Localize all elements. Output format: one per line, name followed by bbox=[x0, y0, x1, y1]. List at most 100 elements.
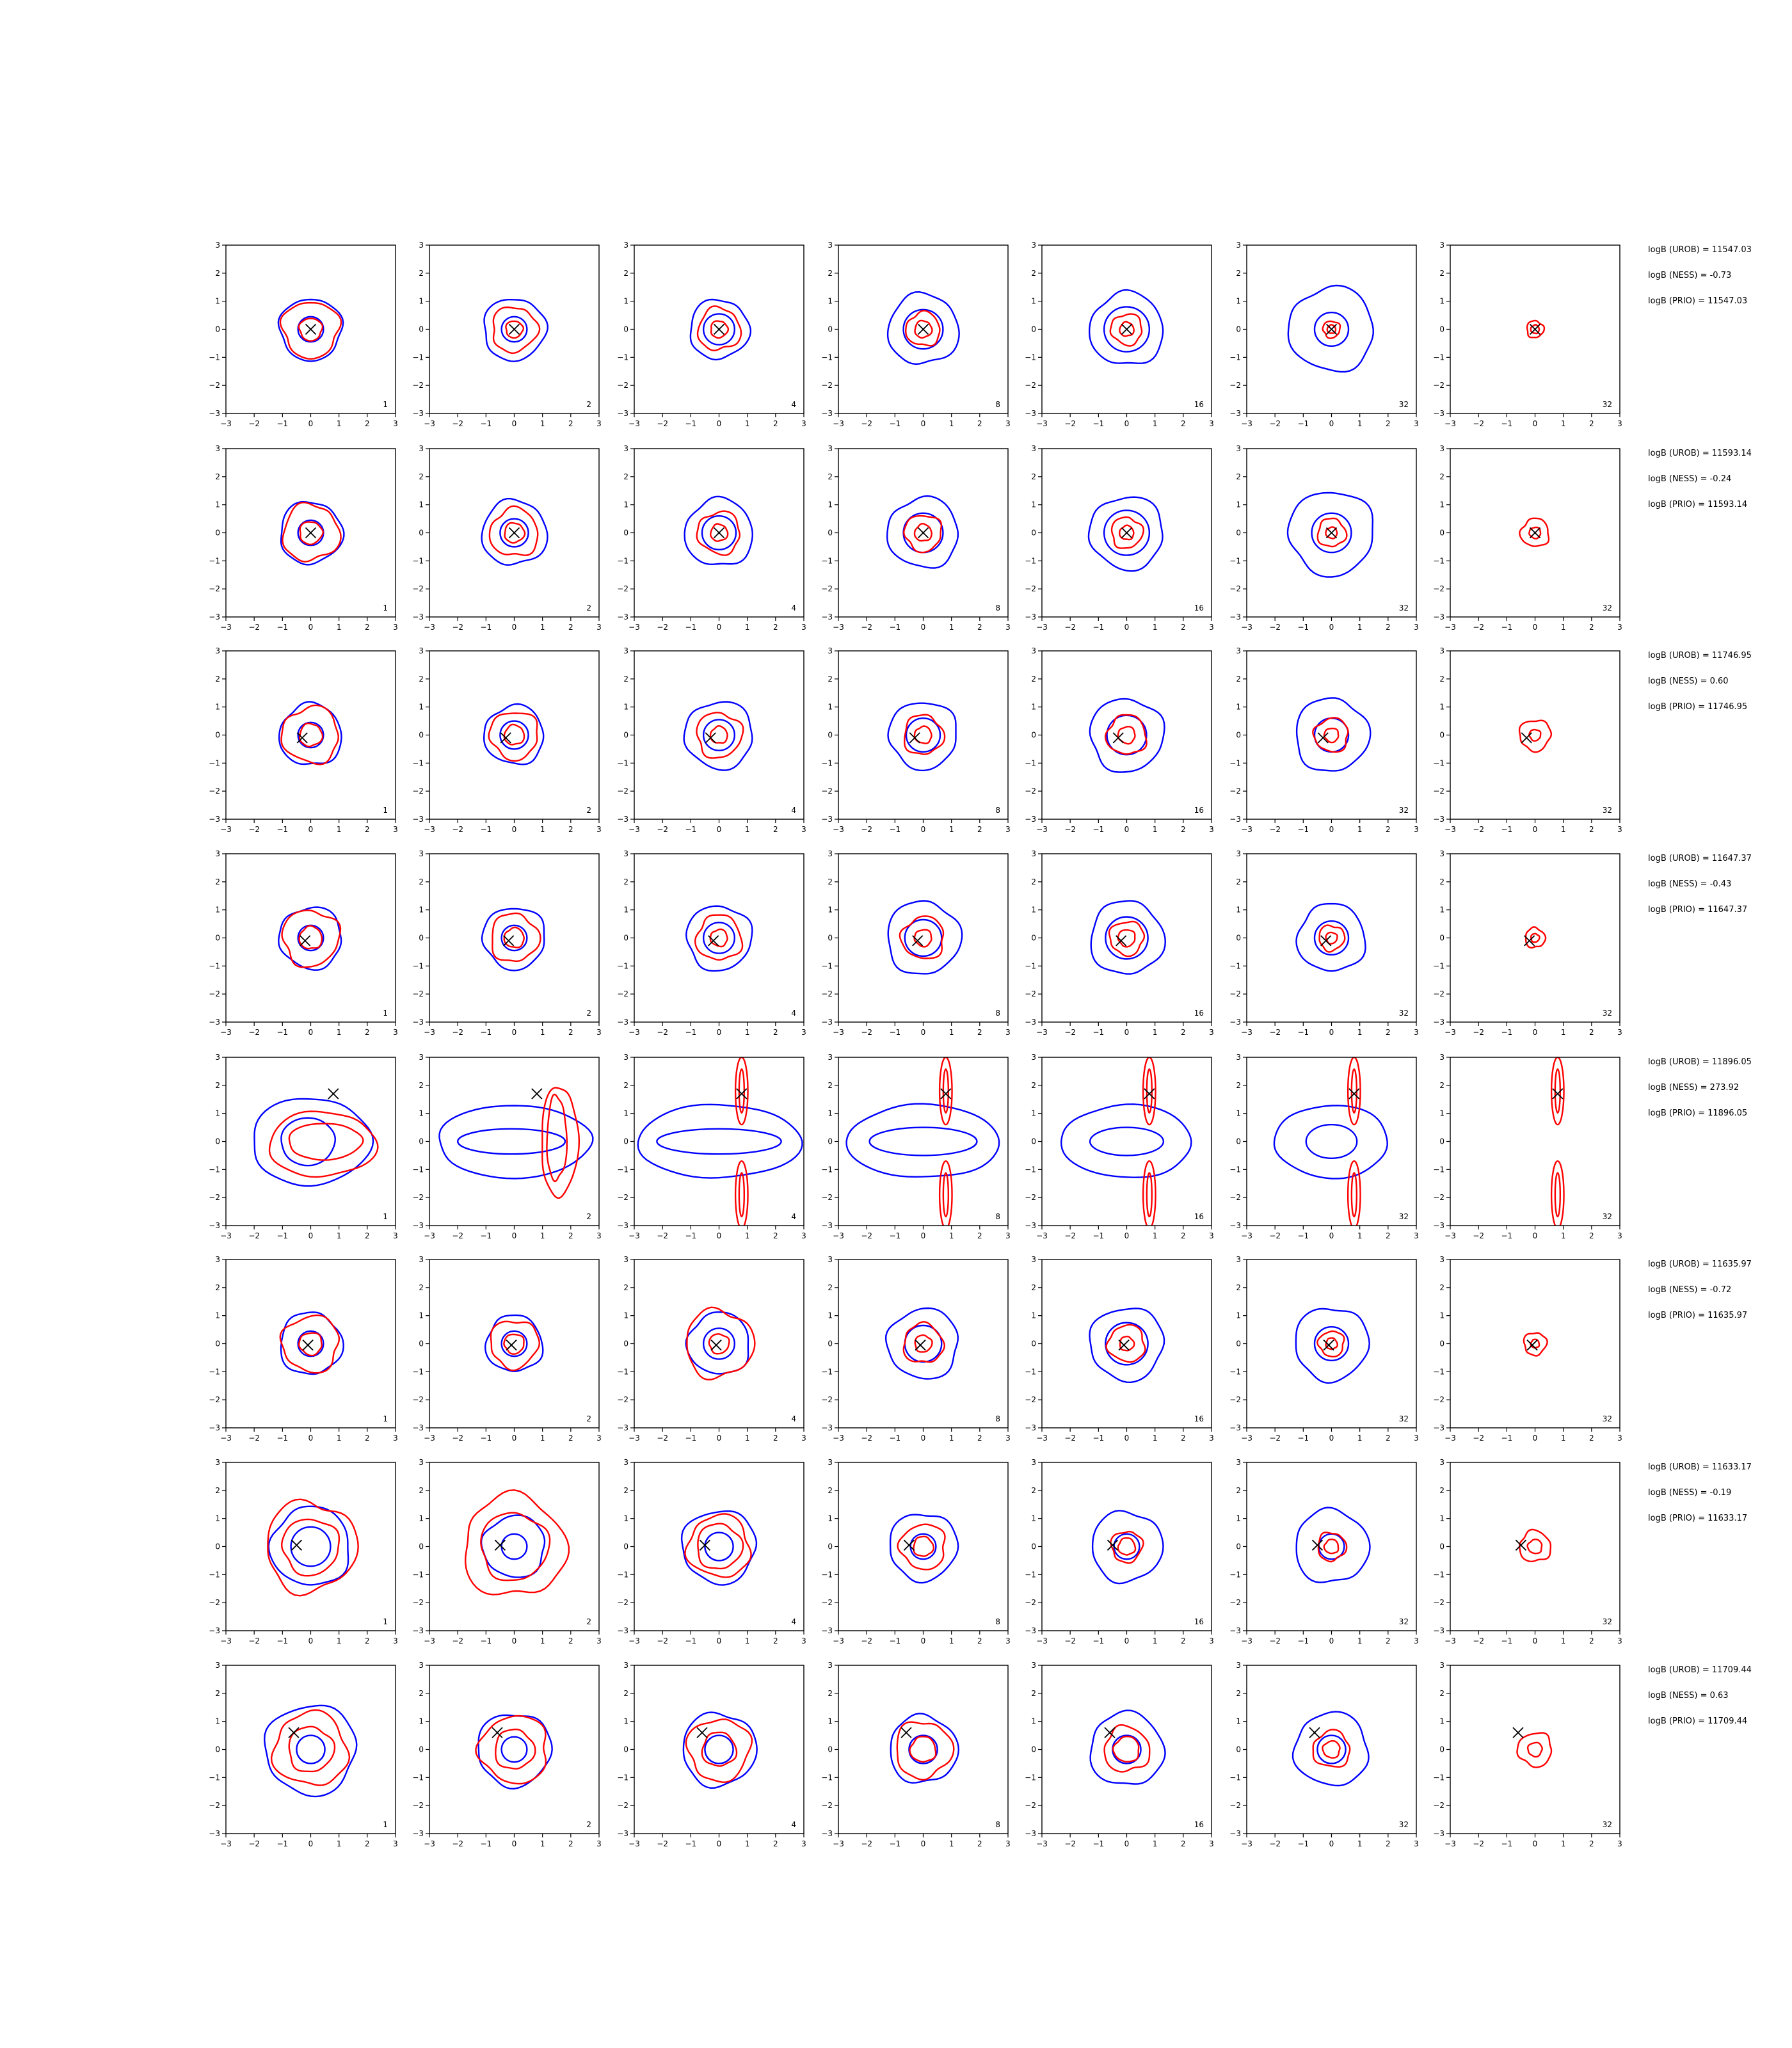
true-value-marker bbox=[1112, 732, 1124, 744]
logb-ness-label: logB (NESS) = -0.72 bbox=[1648, 1285, 1732, 1295]
x-tick-label: 2 bbox=[568, 825, 573, 834]
y-tick-label: 1 bbox=[215, 500, 220, 509]
red-contour-inner bbox=[708, 1333, 730, 1355]
x-tick-label: 1 bbox=[1561, 825, 1566, 834]
red-contour-inner bbox=[288, 1123, 364, 1161]
y-tick-label: −1 bbox=[209, 1570, 220, 1579]
x-tick-label: 2 bbox=[1181, 1839, 1186, 1848]
x-tick-label: −2 bbox=[452, 623, 463, 632]
y-tick-label: 2 bbox=[828, 1081, 833, 1090]
y-tick-label: 0 bbox=[419, 934, 424, 943]
y-tick-label: 1 bbox=[623, 1109, 628, 1118]
y-tick-label: 0 bbox=[1031, 934, 1036, 943]
y-tick-label: −3 bbox=[1433, 1423, 1444, 1432]
blue-contour-outer bbox=[1295, 1507, 1371, 1583]
x-tick-label: 1 bbox=[1153, 1028, 1158, 1037]
y-tick-label: 1 bbox=[623, 1514, 628, 1523]
y-tick-label: 0 bbox=[215, 934, 220, 943]
y-tick-label: 2 bbox=[1031, 1486, 1036, 1495]
x-tick-label: −3 bbox=[628, 623, 640, 632]
x-tick-label: −2 bbox=[861, 1839, 872, 1848]
y-tick-label: −1 bbox=[1433, 1773, 1444, 1782]
y-tick-label: 3 bbox=[419, 849, 424, 858]
panel-iteration-label: 8 bbox=[995, 604, 1000, 612]
red-contour-inner bbox=[281, 1518, 340, 1577]
x-tick-label: 0 bbox=[1124, 1434, 1130, 1443]
x-tick-label: 1 bbox=[1153, 1636, 1158, 1645]
x-tick-label: 2 bbox=[773, 1231, 778, 1240]
logb-urob-label: logB (UROB) = 11647.37 bbox=[1648, 854, 1752, 863]
y-tick-label: −3 bbox=[209, 612, 220, 621]
panel-r1-c2: −3−3 −2 −2 −1 −1 0 0 1 1 2 2 3 3 2 bbox=[412, 241, 602, 428]
y-tick-label: 2 bbox=[1236, 675, 1241, 684]
red-contour-mode-inner-2 bbox=[1350, 1172, 1358, 1218]
x-tick-label: −3 bbox=[1036, 1636, 1048, 1645]
red-contour-outer bbox=[1312, 1729, 1351, 1768]
red-contour-mode-inner-2 bbox=[942, 1172, 950, 1218]
blue-contour-outer bbox=[685, 1311, 749, 1375]
x-tick-label: 1 bbox=[1357, 825, 1363, 834]
x-tick-label: 3 bbox=[1414, 1434, 1419, 1443]
y-tick-label: 2 bbox=[623, 675, 628, 684]
x-tick-label: 0 bbox=[1329, 1839, 1334, 1848]
red-contour-outer bbox=[696, 510, 741, 556]
panel-iteration-label: 1 bbox=[383, 1009, 388, 1018]
panel-r3-c3: −3−3 −2 −2 −1 −1 0 0 1 1 2 2 3 3 4 bbox=[617, 646, 806, 834]
x-tick-label: 1 bbox=[1357, 419, 1363, 428]
y-tick-label: 2 bbox=[1439, 675, 1444, 684]
y-tick-label: 2 bbox=[419, 1081, 424, 1090]
true-value-marker bbox=[492, 1727, 503, 1738]
panel-r5-c3: −3−3 −2 −2 −1 −1 0 0 1 1 2 2 3 3 4 bbox=[617, 1053, 806, 1240]
red-contour-inner bbox=[1323, 727, 1340, 744]
x-tick-label: −2 bbox=[1064, 1434, 1076, 1443]
x-tick-label: −2 bbox=[657, 825, 668, 834]
y-tick-label: −3 bbox=[1025, 1423, 1036, 1432]
panel-iteration-label: 32 bbox=[1399, 604, 1409, 612]
true-value-marker bbox=[1121, 527, 1133, 539]
y-tick-label: −1 bbox=[412, 1773, 424, 1782]
x-tick-label: 0 bbox=[308, 623, 314, 632]
x-tick-label: 2 bbox=[977, 623, 982, 632]
y-tick-label: −1 bbox=[821, 1570, 833, 1579]
y-tick-label: −2 bbox=[209, 989, 220, 998]
x-tick-label: −3 bbox=[1036, 1028, 1048, 1037]
panel-iteration-label: 32 bbox=[1603, 1414, 1612, 1423]
blue-contour-outer bbox=[1089, 1308, 1165, 1384]
x-tick-label: 1 bbox=[337, 1839, 342, 1848]
x-tick-label: −2 bbox=[1473, 419, 1484, 428]
y-tick-label: −1 bbox=[1433, 556, 1444, 565]
red-contour-inner bbox=[1117, 1537, 1137, 1556]
y-tick-label: 3 bbox=[1439, 1053, 1444, 1062]
y-tick-label: −2 bbox=[412, 381, 424, 390]
y-tick-label: 3 bbox=[623, 1458, 628, 1467]
x-tick-label: −2 bbox=[248, 1636, 260, 1645]
x-tick-label: −3 bbox=[628, 1839, 640, 1848]
x-tick-label: 1 bbox=[745, 1434, 750, 1443]
red-contour-mode-2 bbox=[938, 1160, 953, 1226]
y-tick-label: −3 bbox=[821, 409, 833, 418]
red-contour-inner bbox=[503, 1333, 525, 1355]
y-tick-label: 3 bbox=[419, 444, 424, 453]
x-tick-label: 1 bbox=[949, 1028, 954, 1037]
panel-r8-c1: −3−3 −2 −2 −1 −1 0 0 1 1 2 2 3 3 1 bbox=[209, 1661, 398, 1848]
blue-contour-inner bbox=[296, 1734, 326, 1764]
red-contour-inner bbox=[1526, 1539, 1543, 1555]
true-value-marker bbox=[1526, 1340, 1538, 1351]
y-tick-label: −3 bbox=[617, 612, 628, 621]
red-contour-inner bbox=[1325, 526, 1338, 540]
x-tick-label: 0 bbox=[512, 825, 517, 834]
logb-prio-label: logB (PRIO) = 11896.05 bbox=[1648, 1108, 1748, 1118]
x-tick-label: 0 bbox=[1533, 1028, 1538, 1037]
panel-iteration-label: 16 bbox=[1194, 1820, 1204, 1829]
y-tick-label: −3 bbox=[1433, 1829, 1444, 1838]
logb-prio-label: logB (PRIO) = 11709.44 bbox=[1648, 1716, 1748, 1726]
y-tick-label: 2 bbox=[623, 877, 628, 886]
red-contour-inner bbox=[1119, 321, 1135, 337]
y-tick-label: −1 bbox=[209, 353, 220, 362]
x-tick-label: 2 bbox=[977, 1839, 982, 1848]
panel-iteration-label: 32 bbox=[1603, 1820, 1612, 1829]
y-tick-label: −1 bbox=[412, 556, 424, 565]
axes-frame bbox=[634, 650, 804, 820]
x-tick-label: −2 bbox=[1064, 1028, 1076, 1037]
y-tick-label: −1 bbox=[617, 1570, 628, 1579]
